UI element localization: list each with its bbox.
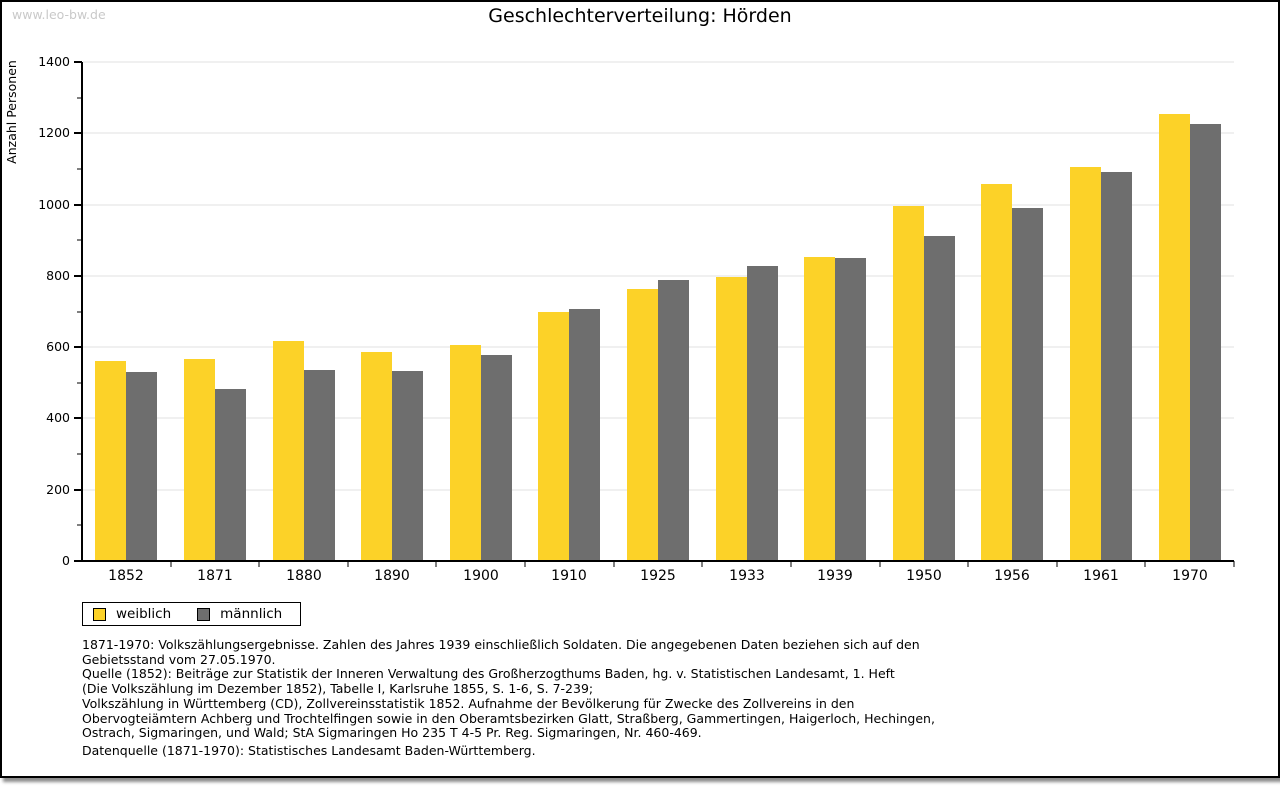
y-tick-label-0: 0 [62, 553, 70, 568]
bar-männlich-1910 [569, 309, 600, 561]
bar-weiblich-1933 [716, 277, 747, 561]
y-tick-label-800: 800 [46, 268, 70, 283]
bar-weiblich-1961 [1070, 167, 1101, 561]
note-line-1: 1871-1970: Volkszählungsergebnisse. Zahl… [82, 637, 920, 652]
bar-männlich-1890 [392, 371, 423, 561]
bar-männlich-1961 [1101, 172, 1132, 561]
bar-weiblich-1939 [804, 257, 835, 561]
note-line-2: Gebietsstand vom 27.05.1970. [82, 651, 276, 667]
bar-weiblich-1956 [981, 184, 1012, 561]
bar-männlich-1871 [215, 389, 246, 561]
y-tick-label-1400: 1400 [38, 54, 70, 69]
note-line-3: Quelle (1852): Beiträge zur Statistik de… [82, 666, 895, 682]
x-tick-label-1956: 1956 [994, 568, 1030, 584]
x-tick-label-1900: 1900 [463, 568, 499, 584]
x-tick-label-1880: 1880 [286, 568, 322, 584]
note-line-6: Obervogteiämtern Achberg und Trochtelfin… [82, 710, 935, 726]
legend-swatch-maennlich [197, 607, 211, 621]
bar-weiblich-1970 [1159, 114, 1190, 561]
bar-weiblich-1925 [627, 289, 658, 561]
bar-weiblich-1910 [538, 312, 569, 561]
watermark: www.leo-bw.de [12, 7, 106, 22]
x-tick-label-1925: 1925 [640, 568, 676, 584]
source-notes: 1871-1970: Volkszählungsergebnisse. Zahl… [82, 637, 935, 741]
chart-title: Geschlechterverteilung: Hörden [488, 5, 792, 27]
y-tick-label-600: 600 [46, 339, 70, 354]
bar-männlich-1925 [658, 280, 689, 561]
y-tick-label-1000: 1000 [38, 197, 70, 212]
note-line-4: (Die Volkszählung im Dezember 1852), Tab… [82, 681, 594, 697]
x-tick-label-1910: 1910 [551, 568, 587, 584]
bar-männlich-1933 [747, 266, 778, 561]
note-line-5: Volkszählung in Württemberg (CD), Zollve… [82, 695, 855, 711]
x-tick-label-1950: 1950 [906, 568, 942, 584]
bar-männlich-1970 [1190, 124, 1221, 561]
x-tick-label-1939: 1939 [817, 568, 853, 584]
bar-männlich-1939 [835, 258, 866, 561]
y-axis-title: Anzahl Personen [4, 60, 19, 164]
bar-männlich-1852 [126, 372, 157, 561]
x-tick-label-1871: 1871 [197, 568, 233, 584]
x-tick-label-1852: 1852 [108, 568, 144, 584]
x-tick-label-1890: 1890 [374, 568, 410, 584]
bar-männlich-1956 [1012, 208, 1043, 561]
chart-canvas: 1852 1871 1880 1890 1900 1910 1925 1933 1939 1950… [4, 54, 1235, 584]
x-tick-label-1933: 1933 [729, 568, 765, 584]
bar-männlich-1880 [304, 370, 335, 561]
bar-weiblich-1890 [361, 352, 392, 561]
bar-männlich-1900 [481, 355, 512, 561]
bar-weiblich-1950 [893, 206, 924, 561]
bar-weiblich-1880 [273, 341, 304, 561]
x-tick-label-1961: 1961 [1083, 568, 1119, 584]
bar-weiblich-1871 [184, 359, 215, 561]
x-tick-label-1970: 1970 [1172, 568, 1208, 584]
bar-männlich-1950 [924, 236, 955, 561]
legend: weiblich männlich [82, 602, 302, 626]
y-tick-label-400: 400 [46, 410, 70, 425]
bar-weiblich-1900 [450, 345, 481, 561]
note-line-7: Ostrach, Sigmaringen, und Wald; StA Sigm… [82, 725, 702, 741]
bar-weiblich-1852 [95, 361, 126, 561]
y-tick-label-200: 200 [46, 482, 70, 497]
y-tick-label-1200: 1200 [38, 125, 70, 140]
legend-label-maennlich: männlich [220, 606, 283, 622]
legend-label-weiblich: weiblich [116, 606, 172, 622]
datasource-note: Datenquelle (1871-1970): Statistisches L… [82, 743, 536, 758]
legend-swatch-weiblich [93, 607, 106, 621]
